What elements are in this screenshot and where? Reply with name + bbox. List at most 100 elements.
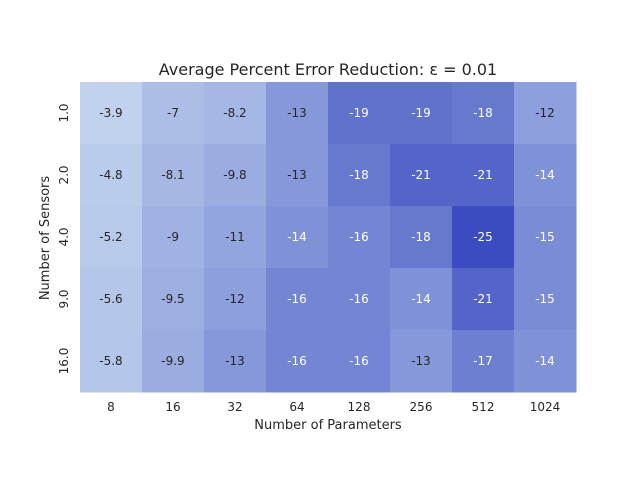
- cell-value-label: -8.2: [223, 106, 246, 120]
- cell-value-label: -5.6: [99, 292, 122, 306]
- cell-value-label: -7: [167, 106, 179, 120]
- heatmap-cell: [390, 330, 453, 393]
- y-axis-label: Number of Sensors: [38, 176, 53, 301]
- x-tick-label: 512: [472, 400, 495, 414]
- heatmap-cell: [328, 330, 391, 393]
- cell-value-label: -15: [535, 292, 555, 306]
- cell-value-label: -16: [287, 354, 307, 368]
- cell-value-label: -9.9: [161, 354, 184, 368]
- heatmap-cell: [80, 144, 143, 207]
- cell-value-label: -21: [473, 168, 493, 182]
- cell-value-label: -11: [225, 230, 245, 244]
- x-tick-label: 16: [165, 400, 180, 414]
- heatmap-cell: [452, 206, 515, 269]
- x-tick-label: 256: [410, 400, 433, 414]
- heatmap-cell: [514, 268, 577, 331]
- cell-value-label: -5.2: [99, 230, 122, 244]
- x-tick-label: 8: [107, 400, 115, 414]
- heatmap-cell: [80, 330, 143, 393]
- cell-value-label: -13: [225, 354, 245, 368]
- cell-value-label: -19: [411, 106, 431, 120]
- heatmap-cell: [390, 144, 453, 207]
- cell-value-label: -8.1: [161, 168, 184, 182]
- y-tick-label: 1.0: [57, 103, 71, 122]
- heatmap-cell: [452, 82, 515, 145]
- heatmap-cell: [204, 82, 267, 145]
- heatmap-cell: [142, 82, 205, 145]
- heatmap-cell: [514, 330, 577, 393]
- heatmap-cell: [204, 330, 267, 393]
- x-tick-label: 32: [227, 400, 242, 414]
- cell-value-label: -13: [287, 168, 307, 182]
- heatmap-cell: [266, 206, 329, 269]
- x-tick-label: 64: [289, 400, 304, 414]
- chart-title: Average Percent Error Reduction: ε = 0.0…: [159, 60, 497, 79]
- cell-value-label: -16: [349, 230, 369, 244]
- x-tick-labels: 8 16 32 64 128 256 512 1024: [107, 400, 560, 414]
- cell-value-label: -16: [349, 292, 369, 306]
- cell-value-label: -12: [225, 292, 245, 306]
- x-tick-label: 128: [348, 400, 371, 414]
- cell-value-label: -21: [411, 168, 431, 182]
- heatmap-cell: [328, 206, 391, 269]
- heatmap-cell: [514, 144, 577, 207]
- cell-value-label: -18: [411, 230, 431, 244]
- cell-value-label: -19: [349, 106, 369, 120]
- cell-value-label: -14: [287, 230, 307, 244]
- cell-value-label: -9: [167, 230, 179, 244]
- cell-value-label: -14: [535, 168, 555, 182]
- cell-value-label: -18: [473, 106, 493, 120]
- cell-value-label: -9.5: [161, 292, 184, 306]
- y-tick-label: 16.0: [57, 348, 71, 375]
- cell-value-label: -9.8: [223, 168, 246, 182]
- cell-value-label: -16: [349, 354, 369, 368]
- cell-value-label: -14: [411, 292, 431, 306]
- heatmap-cell: [514, 82, 577, 145]
- cell-value-label: -5.8: [99, 354, 122, 368]
- cell-value-label: -15: [535, 230, 555, 244]
- cell-value-label: -13: [411, 354, 431, 368]
- heatmap-cells: -3.9 -7 -8.2 -13 -19 -19 -18 -12 -4.8 -8.1 -9.8 -13…: [80, 82, 577, 393]
- y-tick-label: 4.0: [57, 227, 71, 246]
- heatmap-cell: [142, 144, 205, 207]
- cell-value-label: -17: [473, 354, 493, 368]
- heatmap-cell: [514, 206, 577, 269]
- heatmap-cell: [452, 268, 515, 331]
- heatmap-cell: [204, 144, 267, 207]
- y-tick-labels: 1.0 2.0 4.0 9.0 16.0: [57, 103, 71, 374]
- heatmap-cell: [328, 82, 391, 145]
- heatmap-cell: [142, 330, 205, 393]
- heatmap-cell: [80, 206, 143, 269]
- cell-value-label: -12: [535, 106, 555, 120]
- cell-value-label: -4.8: [99, 168, 122, 182]
- heatmap-cell: [266, 268, 329, 331]
- heatmap-cell: [204, 206, 267, 269]
- heatmap-cell: [390, 268, 453, 331]
- heatmap-cell: [328, 268, 391, 331]
- heatmap-cell: [80, 268, 143, 331]
- cell-value-label: -13: [287, 106, 307, 120]
- heatmap-cell: [142, 268, 205, 331]
- heatmap-cell: [328, 144, 391, 207]
- heatmap-cell: [266, 330, 329, 393]
- heatmap-cell: [204, 268, 267, 331]
- cell-value-label: -18: [349, 168, 369, 182]
- cell-value-label: -21: [473, 292, 493, 306]
- heatmap-cell: [390, 82, 453, 145]
- cell-value-label: -14: [535, 354, 555, 368]
- y-tick-label: 9.0: [57, 289, 71, 308]
- heatmap-cell: [80, 82, 143, 145]
- cell-value-label: -3.9: [99, 106, 122, 120]
- heatmap-cell: [452, 144, 515, 207]
- heatmap-cell: [266, 144, 329, 207]
- heatmap-cell: [266, 82, 329, 145]
- x-axis-label: Number of Parameters: [254, 418, 402, 433]
- heatmap-cell: [390, 206, 453, 269]
- heatmap-cell: [142, 206, 205, 269]
- y-tick-label: 2.0: [57, 165, 71, 184]
- cell-value-label: -25: [473, 230, 493, 244]
- heatmap-cell: [452, 330, 515, 393]
- x-tick-label: 1024: [530, 400, 561, 414]
- cell-value-label: -16: [287, 292, 307, 306]
